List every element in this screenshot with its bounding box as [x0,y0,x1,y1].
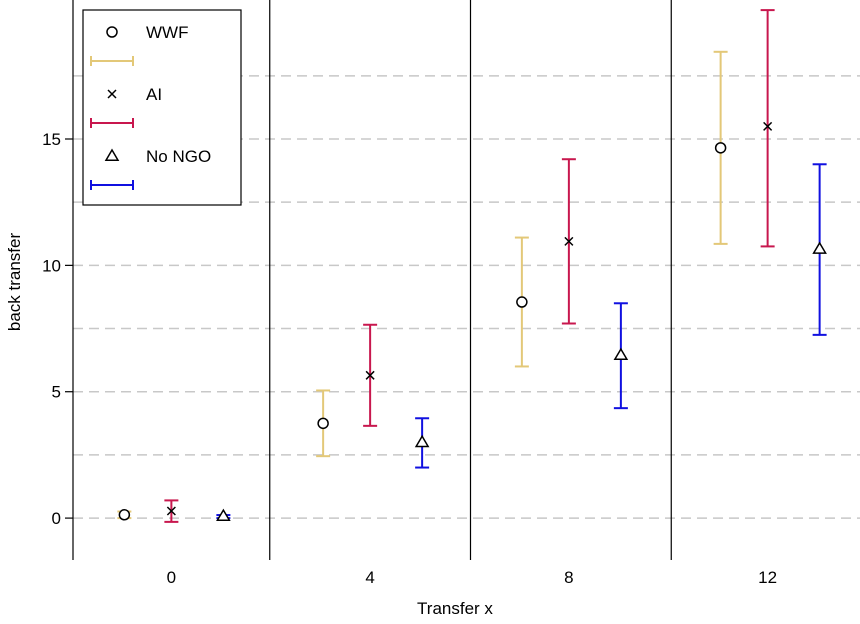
circle-marker [118,509,131,521]
triangle-marker [613,347,629,361]
x-marker-stroke [564,236,574,246]
x-marker-stroke [107,89,117,99]
x-marker [763,121,773,131]
x-marker [564,236,574,246]
x-marker [166,506,176,516]
legend-box [82,9,242,206]
x-tick-label: 4 [365,568,374,587]
data-marks [117,9,827,523]
legend: WWF AI No NGO [82,9,242,206]
y-tick-label: 15 [42,130,61,149]
circle-marker [714,142,727,154]
triangle-marker [812,241,827,254]
circle-marker [516,296,528,308]
legend-label: WWF [146,23,188,42]
x-tick-label: 12 [758,568,777,587]
x-marker-stroke [166,506,176,516]
x-tick-label: 8 [564,568,573,587]
triangle-marker [414,434,430,448]
x-axis-label: Transfer x [417,599,493,618]
panel-separators [269,0,672,560]
axes: 0 5 10 15 0 4 8 12 [42,0,777,587]
y-tick-label: 5 [52,383,61,402]
x-marker-stroke [763,121,773,131]
series-ai [164,9,775,523]
x-marker-stroke [365,370,375,380]
triangle-marker [104,148,120,161]
y-axis-label: back transfer [5,233,24,332]
x-tick-label: 0 [167,568,176,587]
x-marker [365,370,375,380]
triangle-marker [216,508,231,522]
legend-label: No NGO [146,147,211,166]
y-tick-label: 0 [52,509,61,528]
circle-marker [317,417,329,430]
circle-marker [106,26,118,38]
legend-label: AI [146,85,162,104]
series-no-ngo [216,163,827,522]
x-marker [107,89,117,99]
y-tick-label: 10 [42,256,61,275]
series-wwf [117,50,728,521]
